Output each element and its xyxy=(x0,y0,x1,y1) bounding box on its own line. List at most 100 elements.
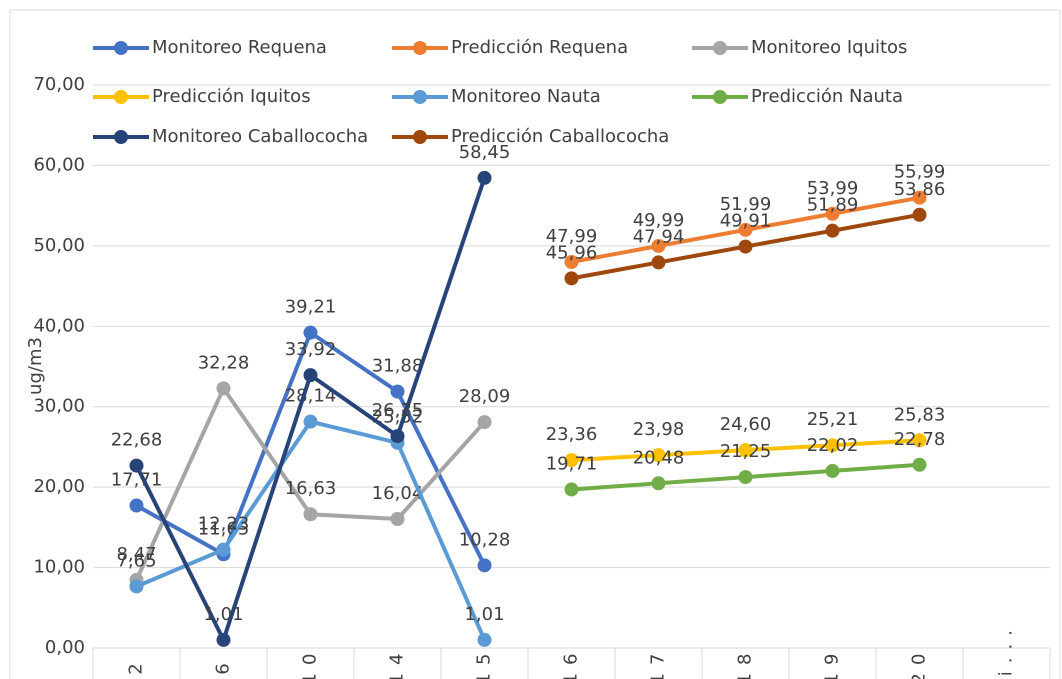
marker xyxy=(129,498,144,513)
legend-label: Monitoreo Requena xyxy=(152,37,327,58)
marker xyxy=(912,433,927,448)
marker xyxy=(129,579,144,594)
x-tick-label: 18 xyxy=(735,646,756,679)
data-label: 51,89 xyxy=(807,195,859,216)
legend-marker xyxy=(114,130,128,144)
data-label: 47,99 xyxy=(546,226,598,247)
marker xyxy=(303,368,318,383)
marker xyxy=(477,415,492,430)
legend-marker xyxy=(413,41,427,55)
data-label: 8,47 xyxy=(116,544,156,565)
legend-label: Predicción Requena xyxy=(451,37,628,58)
legend-marker xyxy=(413,130,427,144)
marker xyxy=(738,443,753,458)
data-label: 22,78 xyxy=(894,429,946,450)
data-label: 10,28 xyxy=(459,529,511,550)
data-label: 16,04 xyxy=(372,483,424,504)
data-label: 1,01 xyxy=(203,604,243,625)
legend-marker xyxy=(713,41,727,55)
data-label: 28,09 xyxy=(459,386,511,407)
marker xyxy=(564,255,579,270)
data-label: 25,52 xyxy=(372,407,424,428)
marker xyxy=(912,207,927,222)
marker xyxy=(912,457,927,472)
data-label: 16,63 xyxy=(285,478,337,499)
data-label: 24,60 xyxy=(720,414,772,435)
data-label: 49,91 xyxy=(720,211,772,232)
legend-marker xyxy=(114,90,128,104)
legend-label: Predicción Nauta xyxy=(751,86,903,107)
legend-label: Monitoreo Caballococha xyxy=(152,126,368,147)
marker xyxy=(303,507,318,522)
marker xyxy=(738,222,753,237)
marker xyxy=(390,511,405,526)
marker xyxy=(216,632,231,647)
legend-label: Monitoreo Iquitos xyxy=(751,37,907,58)
marker xyxy=(303,325,318,340)
x-tick-label: 10 xyxy=(300,646,321,679)
data-label: 51,99 xyxy=(720,194,772,215)
data-label: 26,35 xyxy=(372,400,424,421)
marker xyxy=(738,470,753,485)
marker xyxy=(477,632,492,647)
data-label: 23,36 xyxy=(546,424,598,445)
marker xyxy=(651,476,666,491)
data-label: 58,45 xyxy=(459,142,511,163)
data-label: 53,86 xyxy=(894,179,946,200)
marker xyxy=(738,239,753,254)
data-label: 22,02 xyxy=(807,435,859,456)
data-label: 55,99 xyxy=(894,162,946,183)
x-tick-label: 17 xyxy=(648,646,669,679)
marker xyxy=(825,223,840,238)
y-axis-label: ug/m3 xyxy=(25,337,46,395)
data-label: 32,28 xyxy=(198,352,250,373)
marker xyxy=(477,170,492,185)
data-label: 25,83 xyxy=(894,404,946,425)
chart-frame xyxy=(9,9,1061,679)
data-label: 22,68 xyxy=(111,430,163,451)
y-tick-label: 10,00 xyxy=(33,557,85,578)
legend-label: Predicción Caballococha xyxy=(451,126,669,147)
marker xyxy=(303,414,318,429)
x-tick-label: Tri... xyxy=(996,622,1017,679)
data-label: 53,99 xyxy=(807,178,859,199)
marker xyxy=(477,558,492,573)
legend-label: Monitoreo Nauta xyxy=(451,86,601,107)
x-tick-label: 19 xyxy=(822,646,843,679)
y-tick-label: 50,00 xyxy=(33,235,85,256)
y-tick-label: 70,00 xyxy=(33,74,85,95)
marker xyxy=(651,238,666,253)
data-label: 7,65 xyxy=(116,550,156,571)
data-label: 49,99 xyxy=(633,210,685,231)
y-tick-label: 0,00 xyxy=(45,637,85,658)
data-label: 28,14 xyxy=(285,386,337,407)
legend-marker xyxy=(413,90,427,104)
marker xyxy=(390,429,405,444)
x-tick-label: 20 xyxy=(909,646,930,679)
y-tick-label: 20,00 xyxy=(33,476,85,497)
marker xyxy=(216,542,231,557)
data-label: 33,92 xyxy=(285,339,337,360)
marker xyxy=(651,448,666,463)
data-label: 19,71 xyxy=(546,453,598,474)
marker xyxy=(825,463,840,478)
x-tick-label: 14 xyxy=(387,646,408,679)
data-label: 1,01 xyxy=(464,604,504,625)
data-label: 17,71 xyxy=(111,470,163,491)
y-tick-label: 40,00 xyxy=(33,315,85,336)
data-label: 23,98 xyxy=(633,419,685,440)
data-label: 25,21 xyxy=(807,409,859,430)
marker xyxy=(564,482,579,497)
data-label: 12,23 xyxy=(198,514,250,535)
data-label: 31,88 xyxy=(372,356,424,377)
legend-marker xyxy=(713,90,727,104)
data-label: 20,48 xyxy=(633,447,685,468)
marker xyxy=(129,458,144,473)
legend-label: Predicción Iquitos xyxy=(152,86,311,107)
x-tick-label: 6 xyxy=(213,655,234,674)
marker xyxy=(564,271,579,286)
marker xyxy=(912,190,927,205)
marker xyxy=(825,438,840,453)
